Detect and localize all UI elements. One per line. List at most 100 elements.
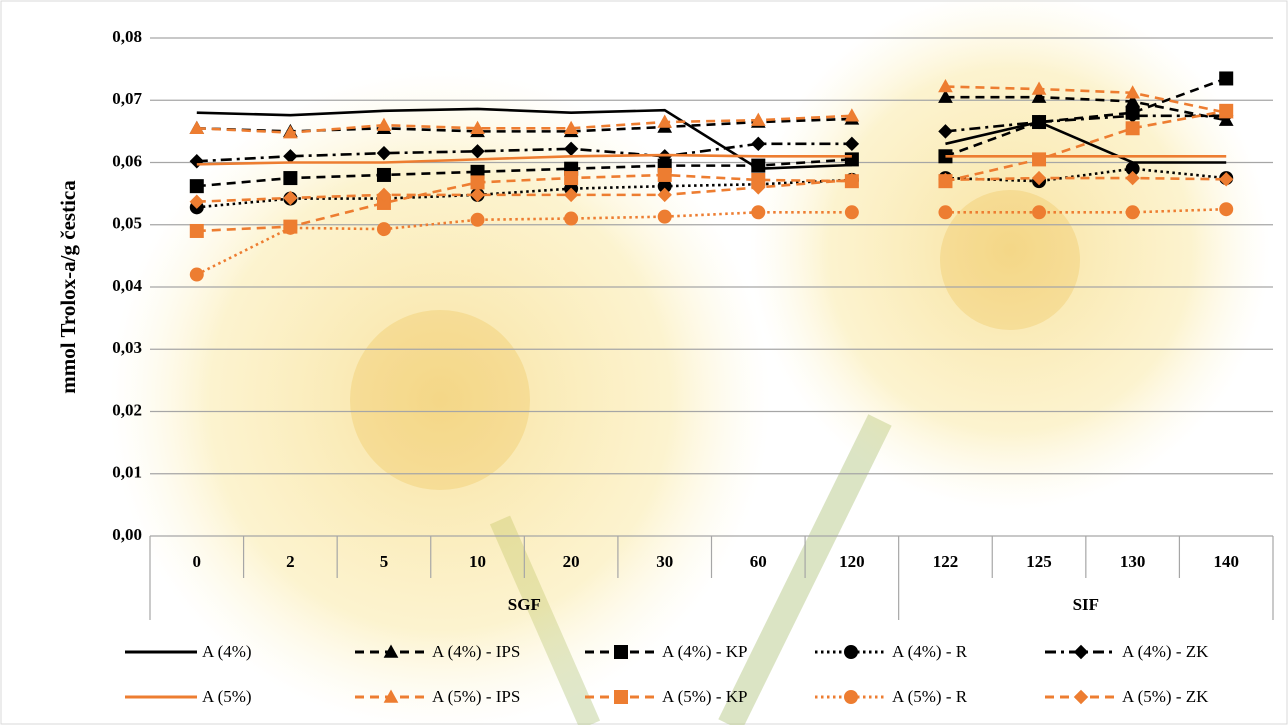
marker [564, 211, 579, 226]
marker [470, 212, 485, 227]
marker [376, 145, 392, 161]
legend-label: A (4%) - R [892, 642, 968, 661]
marker [751, 136, 766, 152]
marker [189, 194, 204, 209]
legend-marker [383, 644, 399, 658]
marker [1125, 205, 1140, 220]
series-line [945, 114, 1227, 133]
legend-label: A (5%) [202, 687, 252, 706]
series-line [196, 158, 852, 188]
legend-marker [1073, 644, 1089, 660]
marker [189, 179, 204, 194]
series-line [196, 153, 852, 166]
marker [1125, 170, 1140, 186]
marker [470, 144, 485, 159]
marker [1031, 114, 1047, 130]
marker [376, 117, 392, 131]
marker [1219, 172, 1234, 187]
marker [657, 114, 673, 128]
marker [844, 136, 860, 152]
y-axis-title: mmol Trolox-a/g čestica [56, 180, 80, 394]
legend-marker [1073, 689, 1089, 705]
legend-label: A (5%) - R [892, 687, 968, 706]
marker [1125, 85, 1140, 99]
series-line [196, 114, 852, 134]
x-tick-label: 10 [469, 552, 486, 571]
legend-marker [844, 690, 858, 704]
x-tick-label: 0 [193, 552, 202, 571]
x-tick-label: 140 [1213, 552, 1239, 571]
series-line [945, 95, 1227, 122]
marker [376, 222, 391, 237]
legend-label: A (5%) - IPS [432, 687, 520, 706]
y-tick-label: 0,01 [112, 463, 142, 482]
x-tick-label: 120 [839, 552, 865, 571]
marker [938, 79, 953, 93]
marker [1219, 202, 1234, 217]
marker [1032, 205, 1047, 220]
marker [470, 120, 485, 134]
marker [938, 205, 953, 220]
marker [844, 172, 860, 188]
marker [283, 220, 298, 235]
legend-marker [383, 689, 399, 703]
marker [844, 152, 859, 167]
marker [938, 89, 953, 103]
series-line [196, 107, 852, 171]
marker [376, 187, 392, 203]
series-line [945, 207, 1227, 214]
marker [1031, 170, 1047, 186]
marker [189, 120, 205, 134]
x-tick-label: 60 [750, 552, 767, 571]
marker [189, 223, 204, 238]
legend-label: A (4%) - KP [662, 642, 747, 661]
y-tick-label: 0,06 [112, 151, 142, 170]
legend-label: A (5%) - KP [662, 687, 747, 706]
x-tick-label: 5 [380, 552, 389, 571]
y-tick-label: 0,00 [112, 525, 142, 544]
marker [563, 120, 579, 134]
marker [1219, 103, 1234, 118]
y-tick-label: 0,05 [112, 214, 142, 233]
marker [189, 267, 204, 282]
y-tick-label: 0,07 [112, 89, 142, 108]
x-tick-label: 30 [656, 552, 673, 571]
x-tick-label: 130 [1120, 552, 1146, 571]
x-tick-label: 2 [286, 552, 295, 571]
marker [657, 187, 672, 203]
legend-marker [614, 645, 628, 659]
series-line [196, 178, 852, 204]
series-line [945, 120, 1227, 164]
series-line [945, 109, 1227, 183]
marker [751, 205, 766, 220]
x-tick-label: 20 [563, 552, 580, 571]
marker [563, 187, 579, 203]
legend-marker [844, 645, 858, 659]
series-line [945, 85, 1227, 114]
group-label: SGF [508, 595, 541, 614]
marker [751, 158, 766, 173]
marker [751, 180, 766, 195]
x-tick-label: 125 [1026, 552, 1052, 571]
marker [750, 112, 766, 126]
marker [470, 175, 485, 190]
legend-label: A (4%) - ZK [1122, 642, 1209, 661]
series-line [196, 211, 852, 276]
legend-label: A (4%) - IPS [432, 642, 520, 661]
marker [564, 171, 579, 186]
y-tick-label: 0,08 [112, 27, 142, 46]
series-line [196, 173, 852, 233]
y-tick-label: 0,03 [112, 338, 142, 357]
legend-label: A (5%) - ZK [1122, 687, 1209, 706]
marker [376, 167, 391, 182]
marker [1031, 89, 1047, 103]
marker [470, 187, 485, 203]
marker [938, 124, 953, 139]
marker [1032, 152, 1047, 167]
marker [1219, 71, 1234, 86]
series-line [945, 167, 1227, 183]
y-tick-label: 0,04 [112, 276, 142, 295]
legend-marker [614, 690, 628, 704]
marker [283, 125, 298, 139]
